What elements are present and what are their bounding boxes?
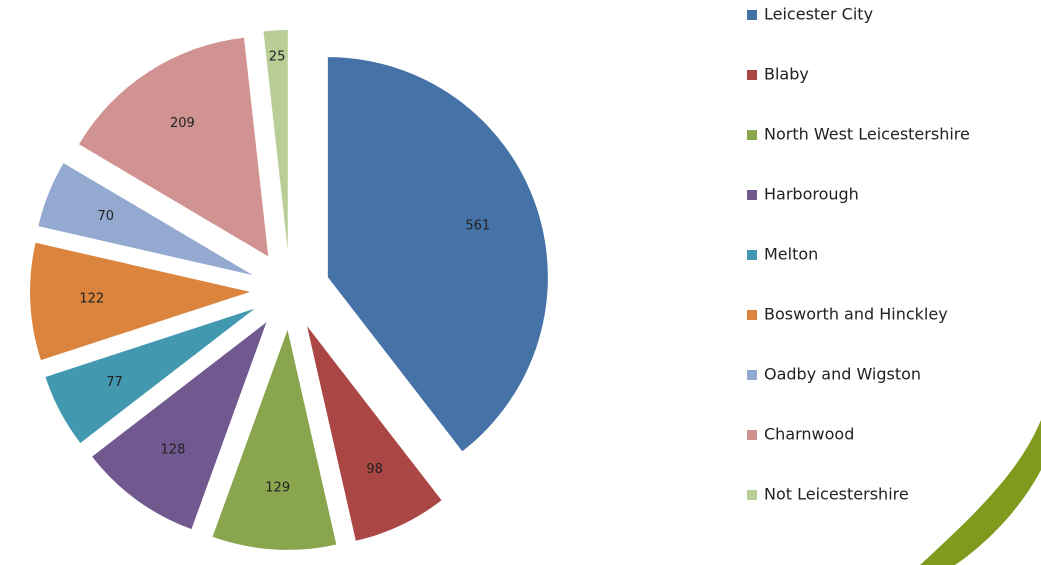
pie-slice <box>79 37 269 257</box>
legend-swatch <box>747 130 757 140</box>
legend-swatch <box>747 190 757 200</box>
data-label: 77 <box>106 375 123 390</box>
legend-label: Harborough <box>764 185 859 204</box>
legend-swatch <box>747 310 757 320</box>
pie-slice <box>327 57 548 452</box>
pie-slice <box>92 322 267 530</box>
legend-label: Charnwood <box>764 425 854 444</box>
pie-slice <box>263 30 288 251</box>
data-label: 98 <box>366 462 383 477</box>
data-label: 129 <box>265 481 290 496</box>
pie-slice <box>38 163 253 276</box>
legend-label: Leicester City <box>764 5 873 24</box>
legend-label: Oadby and Wigston <box>764 365 921 384</box>
data-label: 25 <box>269 49 286 64</box>
legend-label: Not Leicestershire <box>764 485 909 504</box>
pie-slice <box>45 308 255 443</box>
legend-label: North West Leicestershire <box>764 125 970 144</box>
legend-label: Melton <box>764 245 818 264</box>
legend-swatch <box>747 370 757 380</box>
legend-swatch <box>747 490 757 500</box>
legend-swatch <box>747 430 757 440</box>
pie-slice <box>307 326 442 541</box>
legend-label: Blaby <box>764 65 809 84</box>
pie-slice <box>212 329 337 550</box>
legend-label: Bosworth and Hinckley <box>764 305 948 324</box>
data-label: 209 <box>170 116 195 131</box>
legend: Leicester City Blaby North West Leicesters… <box>747 5 970 504</box>
data-label: 122 <box>79 292 104 307</box>
pie: 561 98 129 128 77 122 70 209 25 <box>30 30 548 550</box>
data-label: 128 <box>161 443 186 458</box>
pie-slice <box>30 242 251 361</box>
legend-swatch <box>747 70 757 80</box>
legend-swatch <box>747 250 757 260</box>
decoration <box>920 420 1041 565</box>
data-label: 70 <box>97 209 114 224</box>
data-label: 561 <box>465 218 490 233</box>
legend-swatch <box>747 10 757 20</box>
